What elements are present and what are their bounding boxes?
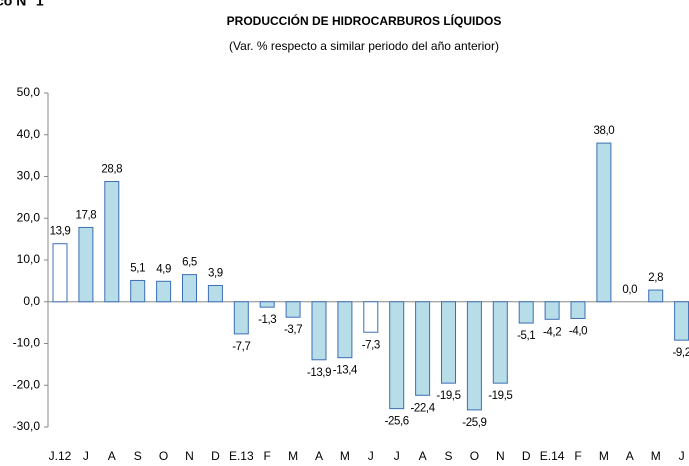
- value-label: -19,5: [436, 390, 460, 402]
- x-tick-label: D: [522, 449, 531, 463]
- x-tick-label: J: [368, 449, 374, 463]
- bar: [441, 301, 456, 384]
- x-tick-label: M: [340, 449, 350, 463]
- value-label: 28,8: [101, 164, 122, 176]
- value-label: 6,5: [182, 257, 197, 269]
- value-label: -7,3: [362, 339, 380, 351]
- value-label: -25,9: [462, 417, 486, 429]
- value-label: -13,9: [307, 367, 331, 379]
- x-tick-label: F: [574, 449, 581, 463]
- value-label: 5,1: [130, 262, 145, 274]
- bar: [596, 142, 612, 303]
- bar: [182, 274, 197, 303]
- bar: [674, 301, 689, 341]
- bar: [130, 279, 146, 303]
- x-tick-label: S: [444, 449, 452, 463]
- x-tick-label: O: [159, 449, 168, 463]
- value-label: -7,7: [232, 341, 250, 353]
- value-label: -22,4: [410, 402, 435, 414]
- x-tick-label: O: [470, 449, 479, 463]
- x-tick-label: S: [134, 449, 142, 463]
- value-label: 13,9: [50, 226, 71, 238]
- bar: [52, 243, 68, 303]
- value-label: -1,3: [258, 314, 276, 326]
- x-tick-label: J: [83, 449, 89, 463]
- bar: [78, 226, 94, 303]
- bar: [207, 284, 223, 303]
- x-tick-label: J: [394, 449, 400, 463]
- bar: [259, 301, 275, 308]
- x-tick-label: N: [185, 449, 194, 463]
- y-tick-label: -30,0: [13, 419, 41, 433]
- y-tick-label: -20,0: [13, 377, 41, 391]
- x-tick-label: A: [419, 449, 427, 463]
- bar: [311, 301, 327, 361]
- bar: [337, 301, 353, 359]
- value-label: -19,5: [488, 390, 512, 402]
- x-tick-label: E.13: [229, 449, 254, 463]
- bar: [648, 289, 664, 303]
- bar: [415, 301, 431, 396]
- y-tick-label: 0,0: [23, 294, 40, 308]
- value-label: 3,9: [208, 267, 223, 279]
- value-label: 0,0: [622, 284, 637, 296]
- bar: [544, 301, 560, 320]
- corner-label: co N° 1: [0, 0, 44, 9]
- bar: [104, 181, 120, 303]
- x-tick-label: J: [679, 449, 685, 463]
- x-tick-label: F: [264, 449, 271, 463]
- y-tick-label: 20,0: [17, 210, 41, 224]
- value-label: 2,8: [648, 272, 663, 284]
- y-tick-label: 50,0: [17, 85, 41, 99]
- bar: [518, 301, 534, 324]
- value-label: -4,2: [543, 326, 561, 338]
- value-label: 17,8: [76, 209, 97, 221]
- y-tick-label: 10,0: [17, 252, 41, 266]
- y-tick-label: 40,0: [17, 127, 41, 141]
- value-label: -5,1: [517, 330, 535, 342]
- bar: [389, 301, 405, 410]
- value-label: -4,0: [569, 325, 587, 337]
- x-tick-label: M: [599, 449, 609, 463]
- x-tick-label: N: [496, 449, 505, 463]
- x-tick-label: M: [651, 449, 661, 463]
- x-tick-label: A: [108, 449, 116, 463]
- chart-title: PRODUCCIÓN DE HIDROCARBUROS LÍQUIDOS: [227, 13, 502, 28]
- bar: [285, 301, 301, 318]
- bar: [156, 280, 172, 303]
- bar: [233, 301, 249, 335]
- value-label: -9,2: [672, 347, 689, 359]
- y-tick-label: -10,0: [13, 336, 41, 350]
- bar: [492, 301, 508, 384]
- x-tick-label: D: [211, 449, 220, 463]
- x-tick-label: E.14: [540, 449, 565, 463]
- value-label: -25,6: [385, 416, 409, 428]
- x-tick-label: A: [315, 449, 323, 463]
- bar: [570, 301, 586, 319]
- value-label: 4,9: [156, 263, 171, 275]
- value-label: -13,4: [333, 365, 358, 377]
- value-label: 38,0: [594, 125, 615, 137]
- value-label: -3,7: [284, 324, 302, 336]
- x-tick-label: J.12: [49, 449, 72, 463]
- y-tick-label: 30,0: [17, 169, 41, 183]
- x-tick-label: M: [288, 449, 298, 463]
- bar: [363, 301, 379, 333]
- bar: [466, 301, 482, 411]
- chart-subtitle: (Var. % respecto a similar periodo del a…: [229, 39, 499, 53]
- x-tick-label: A: [626, 449, 634, 463]
